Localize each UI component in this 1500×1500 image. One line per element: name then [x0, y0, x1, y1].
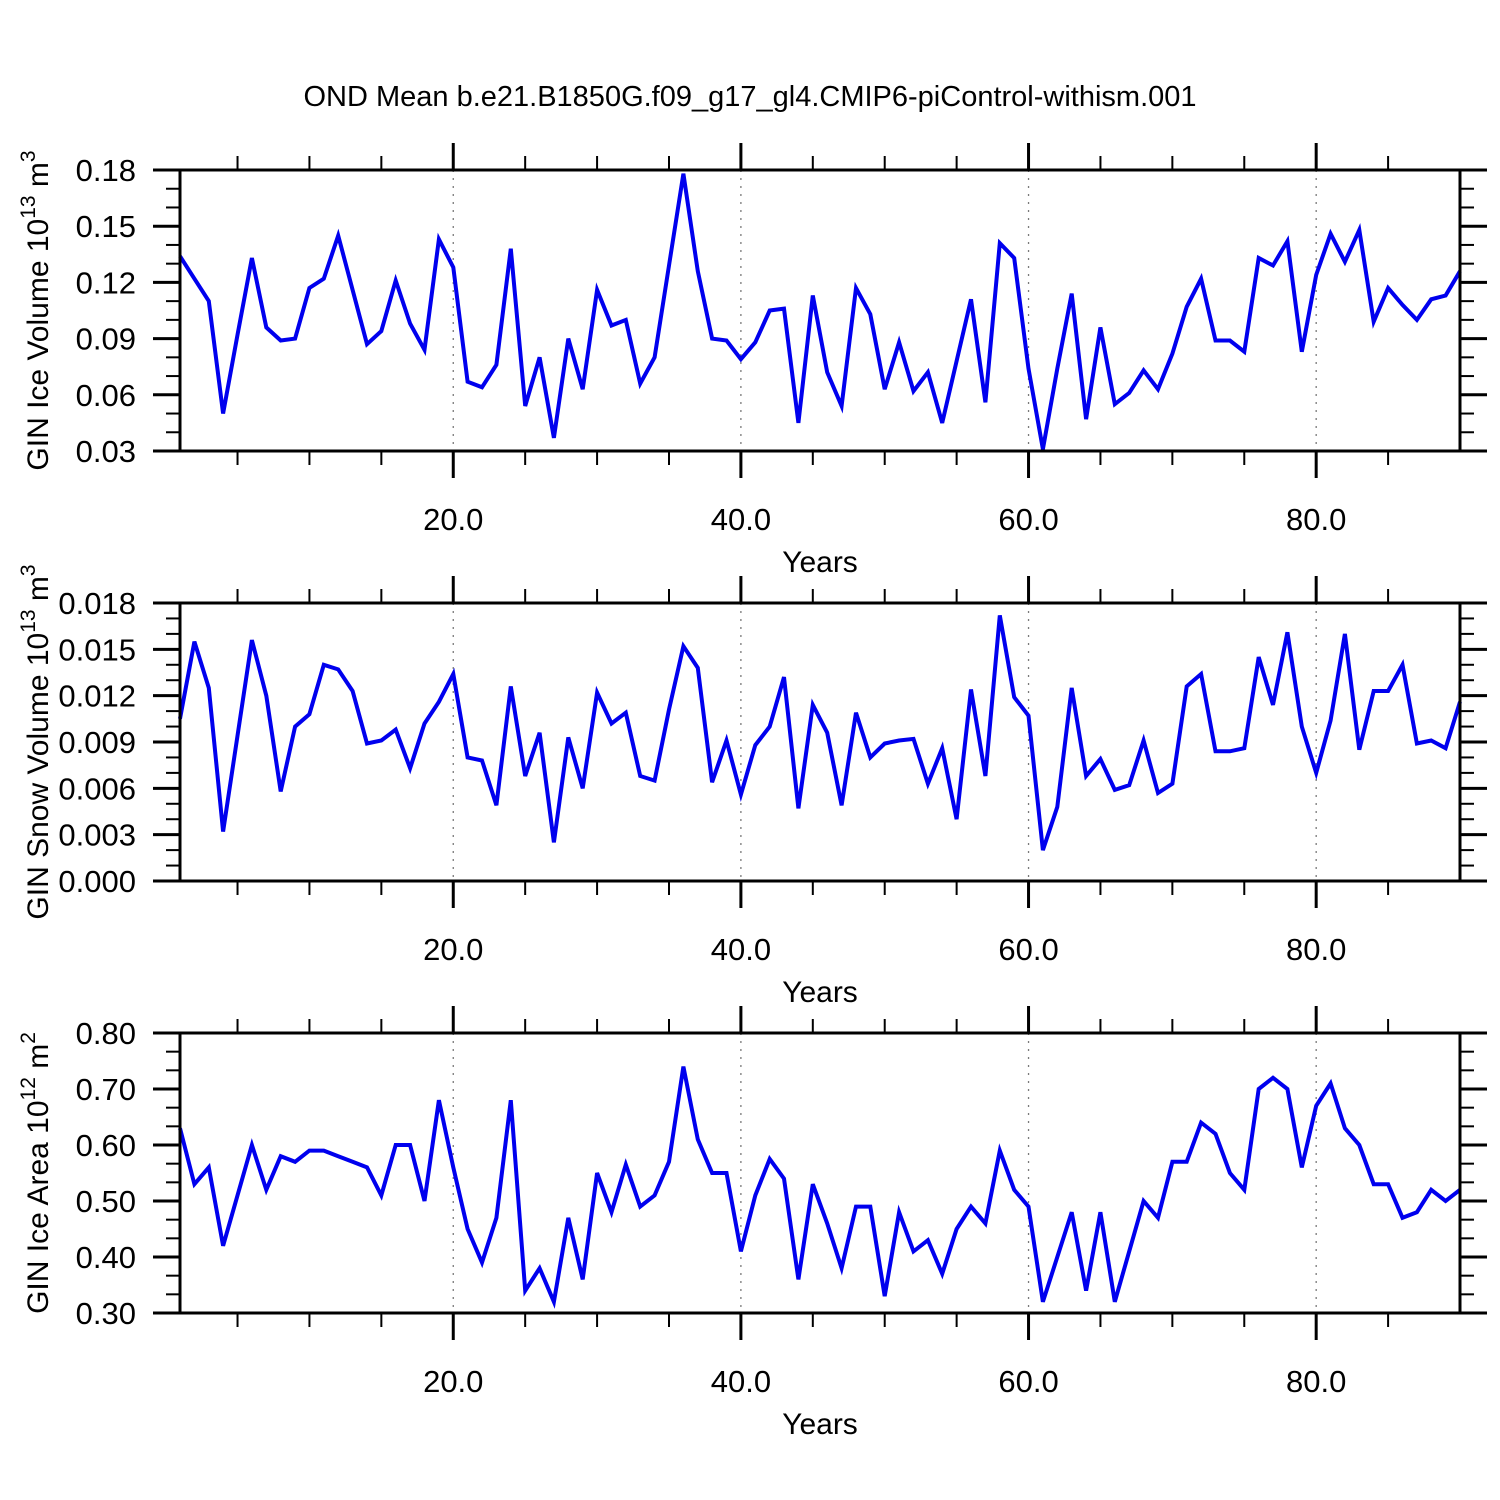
- svg-text:0.003: 0.003: [58, 818, 136, 853]
- svg-text:40.0: 40.0: [711, 932, 771, 967]
- svg-text:40.0: 40.0: [711, 502, 771, 537]
- ice-volume-series-line: [178, 173, 1462, 450]
- snow-volume-series-line: [178, 615, 1462, 851]
- snow-volume-yaxis-label: GIN Snow Volume 1013 m3: [17, 564, 55, 919]
- svg-text:0.009: 0.009: [58, 725, 136, 760]
- svg-text:60.0: 60.0: [998, 502, 1058, 537]
- svg-text:20.0: 20.0: [423, 1364, 483, 1399]
- svg-text:0.30: 0.30: [76, 1296, 136, 1331]
- svg-text:20.0: 20.0: [423, 932, 483, 967]
- svg-text:0.50: 0.50: [76, 1184, 136, 1219]
- chart-title: OND Mean b.e21.B1850G.f09_g17_gl4.CMIP6-…: [303, 81, 1197, 113]
- snow-volume-xaxis-label: Years: [782, 976, 858, 1009]
- panel-ice-volume: 0.03 0.06 0.09 0.12 0.15 0.18 20.0 40.0 60.0 80.0…: [17, 143, 1487, 579]
- panel-snow-volume: 0.000 0.003 0.006 0.009 0.012 0.015 0.018 20.0 4…: [17, 564, 1487, 1009]
- ice-volume-xaxis-label: Years: [782, 546, 858, 579]
- svg-text:0.70: 0.70: [76, 1072, 136, 1107]
- snow-volume-xtick-labels: 20.0 40.0 60.0 80.0: [423, 932, 1346, 967]
- svg-text:0.15: 0.15: [76, 209, 136, 244]
- ice-volume-yaxis-label: GIN Ice Volume 1013 m3: [17, 150, 55, 470]
- svg-text:0.015: 0.015: [58, 632, 136, 667]
- svg-text:80.0: 80.0: [1286, 502, 1346, 537]
- ice-area-ticks: [153, 1006, 1487, 1340]
- ice-area-gridlines: [452, 1033, 1317, 1313]
- svg-text:20.0: 20.0: [423, 502, 483, 537]
- ice-volume-frame: [178, 168, 1462, 453]
- snow-volume-ticks: [153, 576, 1487, 908]
- svg-text:0.60: 0.60: [76, 1128, 136, 1163]
- ice-area-series-line: [178, 1066, 1462, 1309]
- svg-text:0.12: 0.12: [76, 265, 136, 300]
- svg-text:40.0: 40.0: [711, 1364, 771, 1399]
- svg-text:0.000: 0.000: [58, 864, 136, 899]
- ice-volume-ytick-labels: 0.03 0.06 0.09 0.12 0.15 0.18: [76, 153, 136, 469]
- svg-text:0.40: 0.40: [76, 1240, 136, 1275]
- ice-area-ytick-labels: 0.30 0.40 0.50 0.60 0.70 0.80: [76, 1016, 136, 1331]
- svg-text:0.006: 0.006: [58, 771, 136, 806]
- svg-text:0.09: 0.09: [76, 322, 136, 357]
- svg-text:60.0: 60.0: [998, 1364, 1058, 1399]
- svg-text:0.18: 0.18: [76, 153, 136, 188]
- ice-area-yaxis-label: GIN Ice Area 1012 m2: [17, 1032, 55, 1314]
- ice-area-xaxis-label: Years: [782, 1408, 858, 1441]
- ice-area-xtick-labels: 20.0 40.0 60.0 80.0: [423, 1364, 1346, 1399]
- ice-area-frame: [178, 1031, 1462, 1315]
- svg-text:80.0: 80.0: [1286, 1364, 1346, 1399]
- svg-text:0.03: 0.03: [76, 434, 136, 469]
- snow-volume-ytick-labels: 0.000 0.003 0.006 0.009 0.012 0.015 0.018: [58, 586, 136, 899]
- ice-volume-xtick-labels: 20.0 40.0 60.0 80.0: [423, 502, 1346, 537]
- ice-volume-ticks: [153, 143, 1487, 478]
- svg-text:0.80: 0.80: [76, 1016, 136, 1051]
- svg-text:0.06: 0.06: [76, 378, 136, 413]
- svg-text:0.012: 0.012: [58, 679, 136, 714]
- panel-ice-area: 0.30 0.40 0.50 0.60 0.70 0.80 20.0 40.0 60.0 80.0…: [17, 1006, 1487, 1441]
- svg-text:0.018: 0.018: [58, 586, 136, 621]
- svg-text:60.0: 60.0: [998, 932, 1058, 967]
- svg-text:80.0: 80.0: [1286, 932, 1346, 967]
